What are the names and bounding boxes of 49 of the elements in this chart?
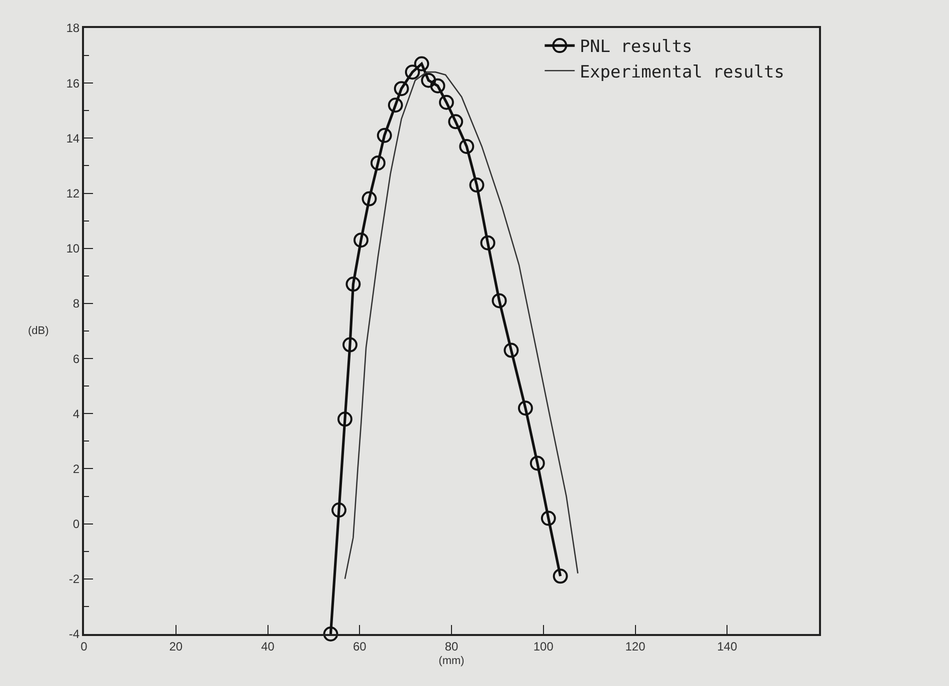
point <box>530 456 545 471</box>
y-tick-label: 16 <box>66 76 80 90</box>
point <box>421 72 436 88</box>
point <box>518 400 533 416</box>
point <box>438 94 454 110</box>
point <box>388 98 403 113</box>
point <box>552 568 568 584</box>
x-tick-label: 140 <box>717 639 738 654</box>
point <box>331 502 346 518</box>
y-tick-label: 6 <box>72 352 80 366</box>
point <box>469 178 484 193</box>
y-tick-label: 4 <box>72 406 80 421</box>
point <box>323 626 338 642</box>
point <box>337 412 352 427</box>
point <box>459 138 474 154</box>
y-tick-label: -4 <box>68 627 80 642</box>
y-axis-title: (dB) <box>28 325 49 337</box>
legend-label: Experimental results <box>580 62 784 82</box>
y-tick-label: 8 <box>72 296 80 311</box>
x-tick-label: 80 <box>444 639 458 654</box>
point <box>354 232 368 248</box>
point <box>414 56 430 72</box>
x-tick-label: 40 <box>261 639 275 654</box>
y-tick-label: -2 <box>68 572 80 586</box>
point <box>492 293 507 308</box>
legend-label: PNL results <box>580 37 692 58</box>
x-tick-label: 100 <box>533 639 554 654</box>
x-tick-label: 60 <box>352 639 367 654</box>
y-tick-label: 12 <box>66 186 80 200</box>
point <box>370 155 386 170</box>
point <box>394 81 409 96</box>
point <box>346 276 361 292</box>
point <box>504 342 519 358</box>
point <box>448 114 464 130</box>
point <box>540 510 556 526</box>
y-tick-label: 2 <box>72 462 80 476</box>
point <box>342 337 358 352</box>
point <box>362 191 377 206</box>
y-tick-label: 10 <box>66 242 80 256</box>
point <box>376 128 392 143</box>
y-tick-label: 0 <box>72 517 80 532</box>
point <box>430 78 446 94</box>
point <box>480 235 496 250</box>
x-axis-title: (mm) <box>438 655 464 668</box>
y-tick-label: 14 <box>66 131 80 146</box>
point <box>404 64 420 80</box>
x-tick-label: 120 <box>625 639 646 654</box>
x-tick-label: 20 <box>169 639 183 654</box>
y-tick-label: 18 <box>66 21 80 36</box>
